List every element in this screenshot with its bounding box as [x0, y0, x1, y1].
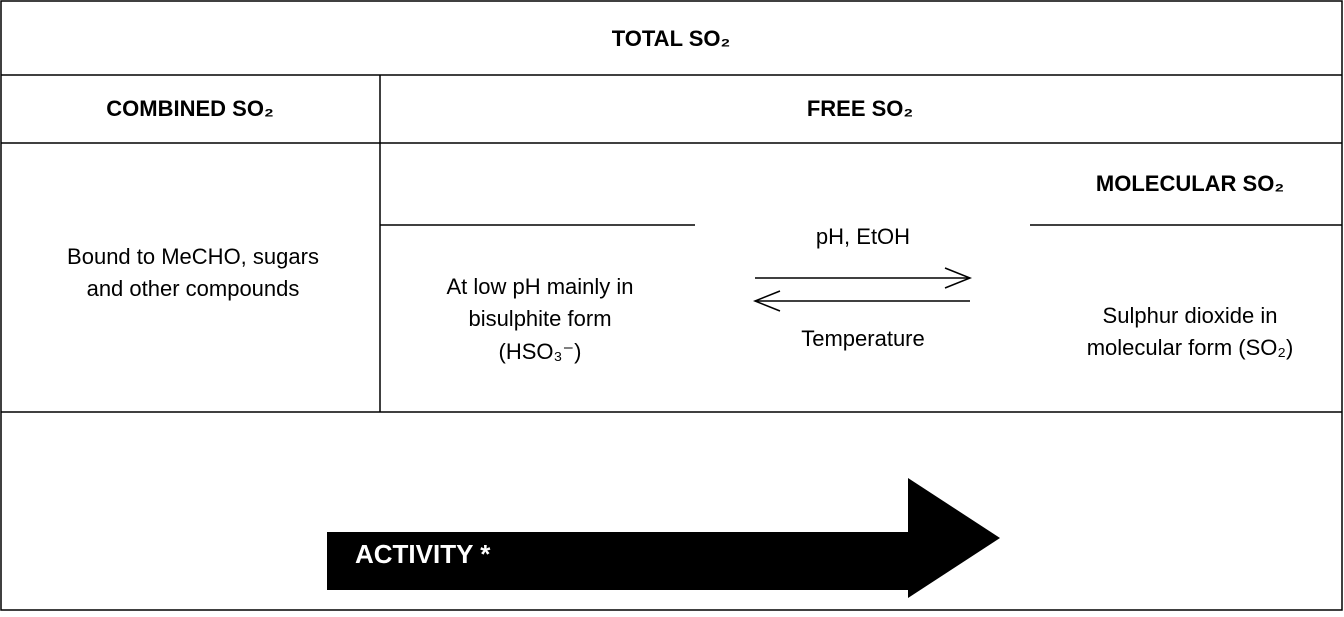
cell-text: and other compounds	[87, 276, 300, 301]
cell-text: Sulphur dioxide in	[1103, 303, 1278, 328]
reverse-arrow	[752, 290, 970, 312]
cell-text: Bound to MeCHO, sugars	[67, 244, 319, 269]
arrow-label: pH, EtOH	[816, 224, 910, 249]
arrow-label: Temperature	[801, 326, 925, 351]
cell-text: (HSO₃⁻)	[499, 339, 582, 364]
column-header: COMBINED SO₂	[106, 96, 273, 121]
title: TOTAL SO₂	[612, 26, 731, 51]
sub-header: MOLECULAR SO₂	[1096, 171, 1284, 196]
activity-label: ACTIVITY *	[355, 539, 491, 569]
forward-arrow	[755, 267, 973, 289]
cell-text: At low pH mainly in	[446, 274, 633, 299]
column-header: FREE SO₂	[807, 96, 913, 121]
cell-text: molecular form (SO₂)	[1087, 335, 1294, 360]
cell-text: bisulphite form	[468, 306, 611, 331]
activity-arrow	[327, 478, 1000, 598]
